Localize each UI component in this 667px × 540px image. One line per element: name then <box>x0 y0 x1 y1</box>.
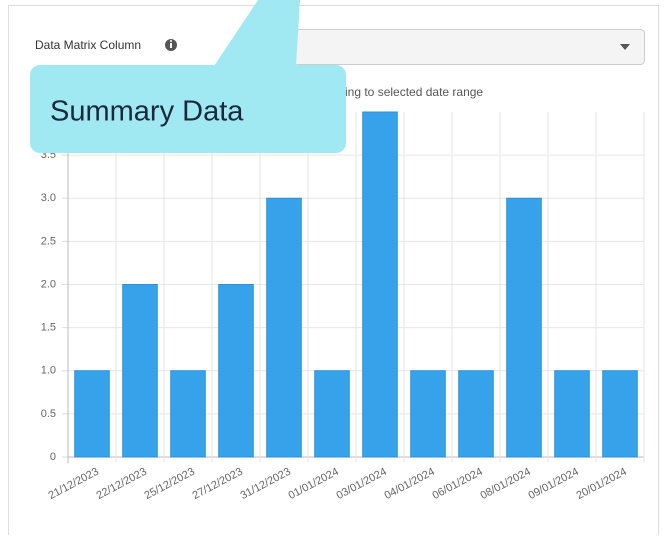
callout-text: Summary Data <box>50 96 244 128</box>
callout: Summary Data <box>30 0 346 153</box>
bar <box>122 284 158 458</box>
field-label: Data Matrix Column <box>35 38 141 52</box>
bar <box>74 370 110 458</box>
dropdown[interactable] <box>293 29 645 65</box>
bar <box>410 370 446 458</box>
y-tick-label: 2.0 <box>41 278 56 290</box>
bar <box>170 370 206 458</box>
bar <box>218 284 254 458</box>
bar <box>506 197 542 458</box>
bar <box>362 111 398 458</box>
y-tick-label: 1.0 <box>41 365 56 377</box>
chart-title: ing to selected date range <box>345 85 483 99</box>
dropdown-arrow <box>620 44 630 50</box>
info-icon[interactable] <box>165 39 177 51</box>
bar <box>602 370 638 458</box>
bar <box>458 370 494 458</box>
bar <box>314 370 350 458</box>
y-tick-label: 3.0 <box>41 192 56 204</box>
y-tick-label: 0 <box>50 451 56 463</box>
y-tick-label: 1.5 <box>41 322 56 334</box>
bar <box>266 197 302 458</box>
y-tick-label: 2.5 <box>41 235 56 247</box>
y-tick-label: 0.5 <box>41 408 56 420</box>
bar <box>554 370 590 458</box>
plot: 00.51.01.52.02.53.03.521/12/202322/12/20… <box>41 111 645 502</box>
